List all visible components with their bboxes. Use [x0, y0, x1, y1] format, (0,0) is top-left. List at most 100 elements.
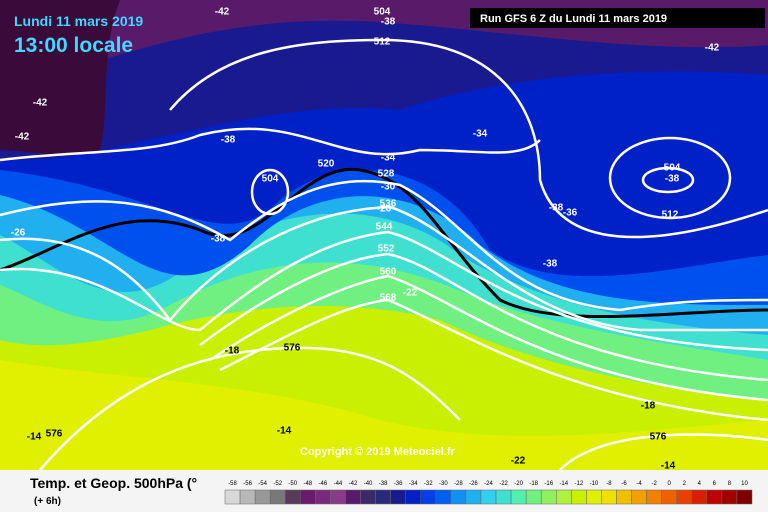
temperature-label: -42 [15, 132, 30, 143]
legend-tick-label: 2 [683, 481, 687, 487]
temperature-label: -14 [661, 461, 676, 472]
legend-tick-label: -24 [484, 481, 493, 487]
temperature-label: -38 [381, 17, 396, 28]
geopotential-label: 512 [662, 210, 679, 221]
temperature-label: -18 [641, 401, 656, 412]
geopotential-label: 520 [318, 159, 335, 170]
temperature-label: -34 [381, 153, 396, 164]
legend-tick-label: -30 [439, 481, 448, 487]
legend-tick-label: -42 [349, 481, 358, 487]
legend-tick-label: -20 [514, 481, 523, 487]
legend-swatch [736, 489, 753, 505]
temperature-label: -30 [381, 182, 396, 193]
geopotential-label: 576 [650, 432, 667, 443]
legend-swatch [269, 489, 286, 505]
legend-tick-label: -52 [273, 481, 282, 487]
temperature-label: -22 [511, 456, 526, 467]
temperature-label: -38 [665, 174, 680, 185]
legend-swatch [420, 489, 437, 505]
temperature-label: -14 [277, 426, 292, 437]
geopotential-label: 576 [46, 429, 63, 440]
legend-swatch [390, 489, 406, 505]
legend-tick-label: -46 [319, 481, 328, 487]
temperature-label: -26 [11, 228, 26, 239]
temperature-label: -14 [27, 432, 42, 443]
legend-swatch [284, 489, 301, 505]
geopotential-label: 560 [380, 267, 397, 278]
legend-tick-label: -32 [424, 481, 433, 487]
legend-tick-label: -14 [559, 481, 568, 487]
legend-swatch [360, 489, 376, 505]
temperature-label: -18 [225, 346, 240, 357]
legend-swatch [375, 489, 391, 505]
time: 13:00 locale [14, 34, 133, 57]
geopotential-label: 536 [380, 199, 397, 210]
geopotential-label: 544 [376, 222, 393, 233]
legend-tick-label: -16 [544, 481, 553, 487]
legend-swatch [676, 489, 693, 505]
legend-tick-label: -40 [364, 481, 373, 487]
geopotential-label: 528 [378, 169, 395, 180]
legend-swatch [706, 489, 723, 505]
temperature-label: -42 [215, 7, 230, 18]
legend-tick-label: -26 [469, 481, 478, 487]
legend-tick-label: -56 [243, 481, 252, 487]
legend-swatch [435, 489, 452, 505]
isotherm [0, 167, 768, 319]
legend-tick-label: -22 [499, 481, 508, 487]
legend-tick-label: -34 [409, 481, 418, 487]
legend-tick-label: -48 [303, 481, 312, 487]
legend-tick-label: -44 [334, 481, 343, 487]
geopotential-label: 504 [262, 174, 279, 185]
legend-swatch [405, 489, 421, 505]
legend-swatch [631, 489, 647, 505]
legend-swatch [556, 489, 572, 505]
temperature-label: -38 [221, 135, 236, 146]
geopotential-label: 576 [284, 343, 301, 354]
legend-swatch [239, 489, 256, 505]
temperature-label: -26 [377, 204, 392, 215]
run: Run GFS 6 Z du Lundi 11 mars 2019 [480, 13, 667, 25]
legend-tick-label: -10 [590, 481, 599, 487]
legend-tick-label: 6 [713, 481, 717, 487]
legend-swatch [721, 489, 738, 505]
temperature-label: -42 [705, 43, 720, 54]
zone [0, 0, 120, 155]
legend-swatch [315, 489, 331, 505]
legend-tick-label: 10 [741, 481, 748, 487]
copyright: Copyright © 2019 Meteociel.fr [300, 446, 456, 458]
legend-swatch [646, 489, 662, 505]
legend-swatch [525, 489, 542, 505]
legend-tick-label: -4 [636, 481, 642, 487]
legend-tick-label: -54 [258, 481, 267, 487]
geopotential-label: 568 [380, 293, 397, 304]
legend-tick-label: 8 [728, 481, 732, 487]
legend-tick-label: -36 [394, 481, 403, 487]
geopotential-label: 504 [664, 163, 681, 174]
legend-tick-label: -38 [379, 481, 388, 487]
temperature-label: -38 [549, 203, 564, 214]
legend-title: Temp. et Geop. 500hPa (° [30, 475, 197, 491]
temperature-label: -38 [543, 259, 558, 270]
temperature-label: -34 [473, 129, 488, 140]
legend-tick-label: -58 [228, 481, 237, 487]
legend-tick-label: -8 [606, 481, 612, 487]
legend-tick-label: -28 [454, 481, 463, 487]
run-box [470, 8, 765, 28]
legend-tick-label: -18 [529, 481, 538, 487]
temperature-label: -38 [211, 234, 226, 245]
legend-step: (+ 6h) [34, 496, 61, 507]
legend-swatch [345, 489, 361, 505]
legend-tick-label: 0 [668, 481, 672, 487]
legend-swatch [616, 489, 632, 505]
zone [0, 360, 768, 470]
legend-tick-label: -6 [621, 481, 627, 487]
legend-tick-label: -2 [651, 481, 657, 487]
geopotential-label: 512 [374, 37, 391, 48]
geopotential-label: 552 [378, 244, 395, 255]
legend-swatch [691, 489, 708, 505]
legend-swatch [450, 489, 467, 505]
legend-swatch [254, 489, 271, 505]
